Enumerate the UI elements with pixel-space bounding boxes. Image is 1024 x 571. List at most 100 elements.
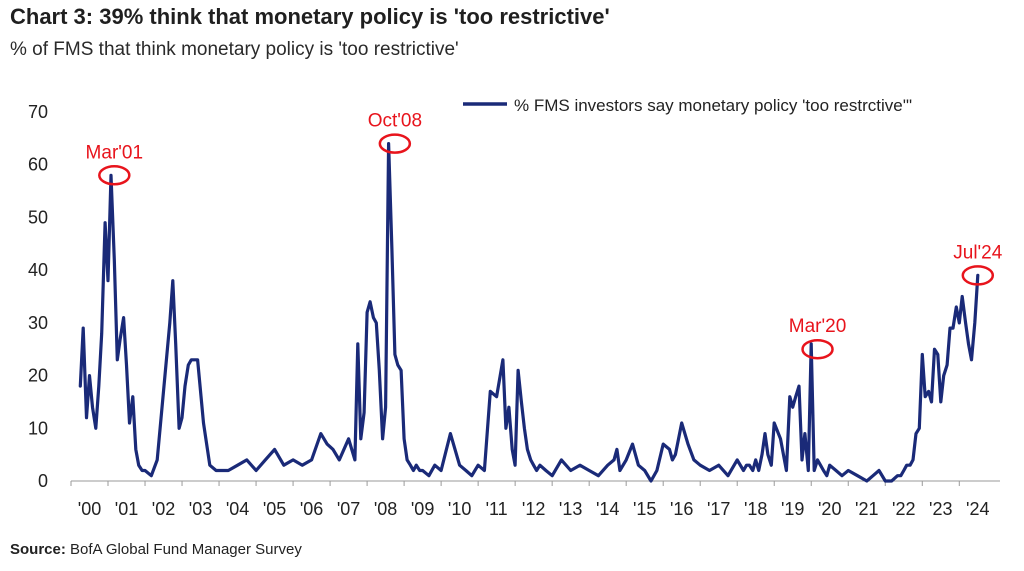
data-point: [745, 464, 748, 466]
data-point: [921, 353, 924, 356]
data-point: [588, 469, 590, 472]
data-point: [181, 416, 183, 419]
series-line: [78, 142, 980, 483]
data-point: [137, 464, 140, 466]
data-point: [384, 406, 387, 409]
data-point: [169, 322, 171, 324]
data-point: [440, 469, 442, 472]
data-point: [418, 469, 421, 472]
data-point: [477, 464, 479, 466]
data-point: [357, 343, 359, 345]
x-tick-label: '01: [115, 499, 138, 519]
data-point: [625, 459, 627, 461]
data-point: [144, 469, 146, 472]
data-point: [761, 453, 763, 456]
data-point: [273, 448, 276, 451]
data-point: [964, 322, 967, 324]
data-point: [134, 448, 137, 451]
data-point: [650, 480, 652, 482]
x-tick-label: '13: [559, 499, 582, 519]
data-point: [841, 474, 843, 477]
source-note: Source: BofA Global Fund Manager Survey: [10, 541, 302, 558]
data-point: [754, 459, 757, 461]
data-point: [202, 422, 205, 424]
data-point: [643, 469, 646, 472]
data-point: [779, 438, 782, 440]
data-point: [91, 406, 94, 409]
data-point: [178, 427, 180, 430]
data-point: [79, 385, 82, 387]
data-point: [890, 480, 893, 482]
data-point: [785, 469, 788, 472]
data-point: [338, 459, 341, 461]
x-tick-label: '20: [818, 499, 841, 519]
data-point: [88, 374, 91, 377]
data-point: [937, 353, 939, 356]
data-point: [381, 438, 384, 440]
data-point: [236, 464, 239, 466]
data-point: [215, 469, 217, 472]
data-point: [94, 427, 97, 430]
data-point: [116, 358, 119, 361]
data-point: [372, 316, 375, 319]
x-tick-label: '11: [486, 499, 508, 519]
data-point: [483, 469, 486, 472]
data-point: [514, 464, 516, 466]
source-text: BofA Global Fund Manager Survey: [70, 541, 302, 558]
x-tick-label: '24: [966, 499, 989, 519]
data-point: [847, 469, 850, 472]
data-point: [535, 469, 538, 472]
data-point: [171, 279, 174, 282]
data-point: [751, 469, 754, 472]
data-point: [545, 469, 547, 472]
data-point: [915, 432, 917, 435]
data-point: [757, 469, 760, 472]
x-tick-label: '10: [448, 499, 471, 519]
data-point: [187, 364, 190, 366]
data-point: [406, 459, 408, 461]
data-point: [132, 395, 134, 398]
data-point: [788, 395, 791, 398]
data-point: [909, 464, 911, 466]
data-point: [387, 142, 390, 145]
data-point: [662, 443, 664, 445]
data-point: [255, 469, 257, 472]
data-point: [579, 464, 581, 466]
data-point: [801, 459, 803, 461]
data-point: [283, 464, 285, 466]
data-point: [403, 438, 405, 440]
annotation-label: Oct'08: [368, 111, 422, 132]
data-point: [878, 469, 880, 472]
data-point: [156, 459, 159, 461]
data-point: [292, 459, 294, 461]
x-tick-label: '17: [707, 499, 730, 519]
x-tick-label: '09: [411, 499, 434, 519]
data-point: [804, 432, 806, 435]
data-point: [939, 401, 942, 403]
data-point: [421, 469, 424, 472]
data-point: [708, 469, 711, 472]
data-point: [819, 464, 822, 466]
data-point: [495, 395, 498, 398]
data-point: [687, 443, 689, 445]
data-point: [508, 406, 510, 409]
data-point: [227, 469, 230, 472]
data-point: [107, 279, 109, 282]
data-point: [110, 174, 112, 177]
y-tick-label: 0: [38, 471, 48, 491]
data-point: [569, 469, 572, 472]
data-point: [400, 369, 402, 372]
data-point: [104, 221, 106, 224]
data-point: [375, 322, 378, 324]
data-point: [246, 459, 248, 461]
data-point: [764, 432, 766, 435]
y-tick-label: 60: [28, 155, 48, 175]
data-point: [465, 469, 467, 472]
data-point: [264, 459, 267, 461]
data-point: [905, 464, 908, 466]
data-point: [360, 438, 362, 440]
data-point: [942, 374, 945, 377]
data-point: [82, 327, 85, 329]
annotation-circle: [378, 133, 412, 154]
data-point: [933, 348, 936, 351]
